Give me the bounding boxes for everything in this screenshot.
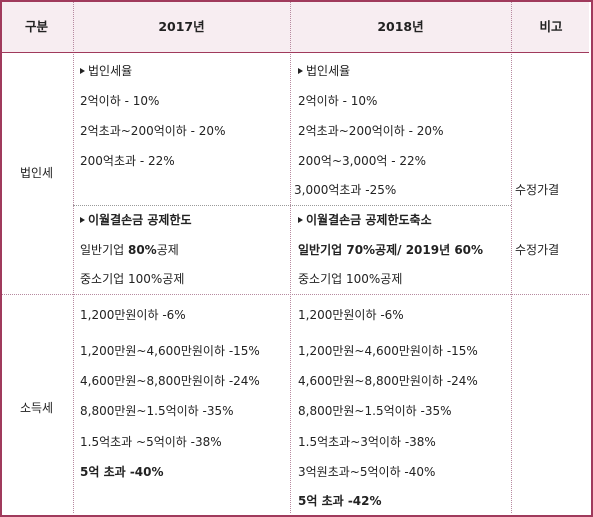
column-divider-3	[511, 0, 512, 513]
corp-loss-title-2017: 이월결손금 공제한도	[80, 212, 192, 228]
income-tax-label: 소득세	[19, 401, 54, 415]
header-divider	[0, 52, 589, 53]
corp-rate-note: 수정가결	[515, 183, 560, 197]
header-row-background	[0, 0, 589, 52]
triangle-bullet-icon	[298, 68, 303, 74]
corp-loss-2018-general: 일반기업 70%공제/ 2019년 60%	[298, 243, 484, 257]
income-2017-row: 8,800만원~1.5억이하 -35%	[80, 404, 234, 418]
corp-loss-title-2018: 이월결손금 공제한도축소	[298, 212, 432, 228]
header-note: 비고	[539, 19, 563, 34]
header-category: 구분	[24, 19, 48, 34]
corp-loss-2017-general: 일반기업 80%공제	[80, 243, 179, 257]
corp-rate-2017-row: 2억초과~200억이하 - 20%	[80, 124, 226, 138]
income-2017-row: 5억 초과 -40%	[80, 465, 164, 479]
income-2018-row: 4,600만원~8,800만원이하 -24%	[298, 374, 478, 388]
income-2017-row: 1,200만원이하 -6%	[80, 308, 186, 322]
income-2018-row: 5억 초과 -42%	[298, 494, 382, 508]
header-year-2017: 2017년	[158, 19, 205, 34]
corp-tax-label: 법인세	[19, 166, 54, 180]
income-2018-row: 8,800만원~1.5억이하 -35%	[298, 404, 452, 418]
corp-loss-2017-sme: 중소기업 100%공제	[80, 272, 185, 286]
income-2018-row: 1,200만원이하 -6%	[298, 308, 404, 322]
corp-rate-title-2017: 법인세율	[80, 63, 132, 79]
corp-subsection-divider	[73, 205, 511, 206]
income-2017-row: 4,600만원~8,800만원이하 -24%	[80, 374, 260, 388]
corp-rate-2017-row: 200억초과 - 22%	[80, 154, 175, 168]
income-2018-row: 3억원초과~5억이하 -40%	[298, 465, 436, 479]
corp-rate-2018-row: 2억초과~200억이하 - 20%	[298, 124, 444, 138]
corp-rate-2018-row: 3,000억초과 -25%	[294, 183, 397, 197]
section-divider	[0, 294, 589, 295]
triangle-bullet-icon	[80, 68, 85, 74]
income-2017-row: 1,200만원~4,600만원이하 -15%	[80, 344, 260, 358]
column-divider-1	[73, 0, 74, 513]
corp-rate-2018-row: 2억이하 - 10%	[298, 94, 378, 108]
income-2018-row: 1.5억초과~3억이하 -38%	[298, 435, 436, 449]
column-divider-2	[290, 0, 291, 513]
income-2018-row: 1,200만원~4,600만원이하 -15%	[298, 344, 478, 358]
income-2017-row: 1.5억초과 ~5억이하 -38%	[80, 435, 222, 449]
corp-rate-title-2018: 법인세율	[298, 63, 350, 79]
corp-rate-2017-row: 2억이하 - 10%	[80, 94, 160, 108]
corp-loss-note: 수정가결	[515, 243, 560, 257]
corp-loss-2018-sme: 중소기업 100%공제	[298, 272, 403, 286]
corp-rate-2018-row: 200억~3,000억 - 22%	[298, 154, 427, 168]
header-year-2018: 2018년	[377, 19, 424, 34]
triangle-bullet-icon	[80, 217, 85, 223]
triangle-bullet-icon	[298, 217, 303, 223]
